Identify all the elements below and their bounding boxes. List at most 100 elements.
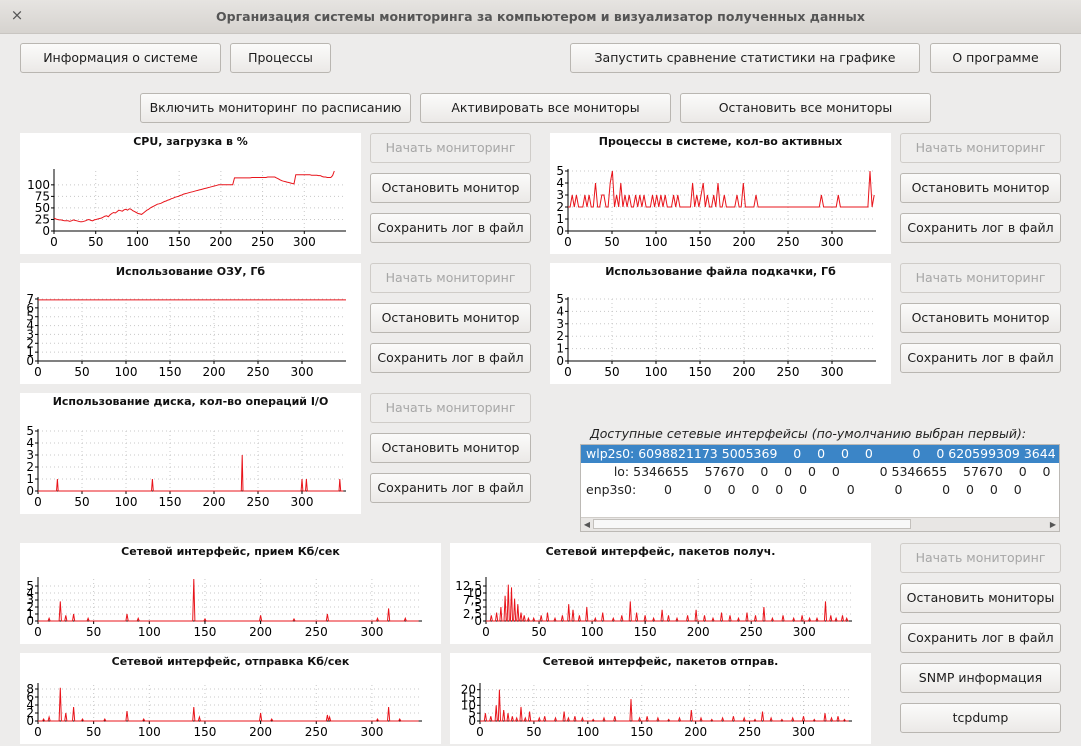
x-tick-label: 0 (34, 725, 42, 739)
y-tick-label: 5 (556, 292, 564, 306)
x-tick-label: 0 (564, 365, 572, 379)
net-stop-monitors-button[interactable]: Остановить мониторы (900, 583, 1061, 613)
disk-stop-button[interactable]: Остановить монитор (370, 433, 531, 463)
y-tick-label: 3 (26, 327, 34, 341)
y-tick-label: 3 (556, 188, 564, 202)
y-tick-label: 2 (26, 706, 34, 720)
x-tick-label: 250 (247, 495, 270, 509)
y-tick-label: 75 (35, 189, 50, 203)
x-tick-label: 50 (86, 725, 101, 739)
chart-title: CPU, загрузка в % (133, 135, 248, 148)
title-bar: × Организация системы мониторинга за ком… (0, 0, 1081, 34)
x-tick-label: 100 (645, 365, 668, 379)
y-tick-label: 1 (26, 607, 34, 621)
ram-stop-button[interactable]: Остановить монитор (370, 303, 531, 333)
x-tick-label: 100 (138, 625, 161, 639)
tcpdump-button[interactable]: tcpdump (900, 703, 1061, 733)
scrollbar-thumb[interactable] (593, 519, 911, 529)
stop-all-button[interactable]: Остановить все мониторы (680, 93, 931, 123)
list-item[interactable]: wlp2s0: 6098821173 5005369 0 0 0 0 0 0 6… (581, 445, 1059, 463)
x-tick-label: 200 (733, 365, 756, 379)
y-tick-label: 4 (26, 436, 34, 450)
y-tick-label: 2,5 (463, 607, 482, 621)
proc-start-button[interactable]: Начать мониторинг (900, 133, 1061, 163)
cpu-stop-button[interactable]: Остановить монитор (370, 173, 531, 203)
x-tick-label: 50 (88, 235, 103, 249)
x-tick-label: 200 (687, 625, 710, 639)
swap-stop-button[interactable]: Остановить монитор (900, 303, 1061, 333)
window-title: Организация системы мониторинга за компь… (216, 9, 865, 24)
proc-stop-button[interactable]: Остановить монитор (900, 173, 1061, 203)
x-tick-label: 150 (194, 725, 217, 739)
y-tick-label: 0 (26, 614, 34, 628)
horizontal-scrollbar[interactable]: ◀ ▶ (581, 517, 1059, 531)
compare-stats-button[interactable]: Запустить сравнение статистики на график… (570, 43, 920, 73)
disk-save-button[interactable]: Сохранить лог в файл (370, 473, 531, 503)
y-tick-label: 20 (461, 683, 476, 697)
network-interfaces-list[interactable]: wlp2s0: 6098821173 5005369 0 0 0 0 0 0 6… (580, 444, 1060, 532)
x-tick-label: 250 (251, 235, 274, 249)
y-tick-label: 2 (26, 600, 34, 614)
net-start-button[interactable]: Начать мониторинг (900, 543, 1061, 573)
y-tick-label: 2 (26, 336, 34, 350)
scroll-right-icon[interactable]: ▶ (1049, 520, 1057, 529)
y-tick-label: 0 (468, 714, 476, 728)
y-tick-label: 3 (26, 448, 34, 462)
processes-button[interactable]: Процессы (230, 43, 331, 73)
cpu-start-button[interactable]: Начать мониторинг (370, 133, 531, 163)
disk-start-button[interactable]: Начать мониторинг (370, 393, 531, 423)
y-tick-label: 4 (26, 319, 34, 333)
proc-save-button[interactable]: Сохранить лог в файл (900, 213, 1061, 243)
ram-start-button[interactable]: Начать мониторинг (370, 263, 531, 293)
y-tick-label: 5 (556, 164, 564, 178)
system-info-button[interactable]: Информация о системе (20, 43, 221, 73)
y-tick-label: 1 (556, 342, 564, 356)
y-tick-label: 4 (26, 586, 34, 600)
series-line (480, 689, 849, 722)
y-tick-label: 1 (26, 472, 34, 486)
x-tick-label: 300 (360, 725, 383, 739)
y-tick-label: 5 (26, 424, 34, 438)
x-tick-label: 200 (203, 365, 226, 379)
x-tick-label: 200 (203, 495, 226, 509)
y-tick-label: 2 (556, 200, 564, 214)
cpu-save-button[interactable]: Сохранить лог в файл (370, 213, 531, 243)
about-button[interactable]: О программе (930, 43, 1061, 73)
x-tick-label: 250 (777, 365, 800, 379)
cpu-chart: CPU, загрузка в % 0 25 50 75 100 0 50 100 150 200 2… (20, 133, 361, 254)
x-tick-label: 200 (733, 235, 756, 249)
list-item[interactable]: enp3s0: 0 0 0 0 0 0 0 0 0 0 0 0 (586, 482, 1022, 497)
series-line (486, 584, 849, 622)
activate-all-button[interactable]: Активировать все мониторы (420, 93, 671, 123)
x-tick-label: 300 (291, 365, 314, 379)
x-tick-label: 300 (291, 495, 314, 509)
y-tick-label: 1 (556, 212, 564, 226)
x-tick-label: 100 (126, 235, 149, 249)
series-line (38, 578, 419, 622)
x-tick-label: 50 (526, 725, 541, 739)
x-tick-label: 300 (821, 365, 844, 379)
chart-title: Использование файла подкачки, Гб (605, 265, 836, 278)
list-item[interactable]: lo: 5346655 57670 0 0 0 0 0 5346655 5767… (586, 464, 1051, 479)
x-tick-label: 300 (821, 235, 844, 249)
network-interfaces-label: Доступные сетевые интерфейсы (по-умолчан… (590, 426, 1027, 441)
snmp-button[interactable]: SNMP информация (900, 663, 1061, 693)
swap-start-button[interactable]: Начать мониторинг (900, 263, 1061, 293)
close-icon[interactable]: × (10, 6, 24, 24)
y-tick-label: 5 (26, 310, 34, 324)
ram-save-button[interactable]: Сохранить лог в файл (370, 343, 531, 373)
x-tick-label: 250 (305, 625, 328, 639)
x-tick-label: 50 (86, 625, 101, 639)
net-save-button[interactable]: Сохранить лог в файл (900, 623, 1061, 653)
swap-save-button[interactable]: Сохранить лог в файл (900, 343, 1061, 373)
x-tick-label: 100 (576, 725, 599, 739)
scroll-left-icon[interactable]: ◀ (583, 520, 591, 529)
net-send-packets-chart: Сетевой интерфейс, пакетов отправ. 0 5 10 15… (450, 653, 871, 744)
schedule-monitoring-button[interactable]: Включить мониторинг по расписанию (140, 93, 411, 123)
y-tick-label: 4 (26, 698, 34, 712)
y-tick-label: 5 (474, 600, 482, 614)
x-tick-label: 300 (792, 725, 815, 739)
